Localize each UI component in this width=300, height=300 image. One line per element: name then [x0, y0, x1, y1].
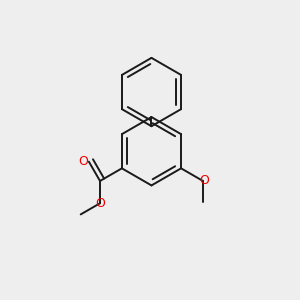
Text: O: O	[95, 197, 105, 210]
Text: O: O	[79, 154, 88, 168]
Text: O: O	[199, 175, 209, 188]
